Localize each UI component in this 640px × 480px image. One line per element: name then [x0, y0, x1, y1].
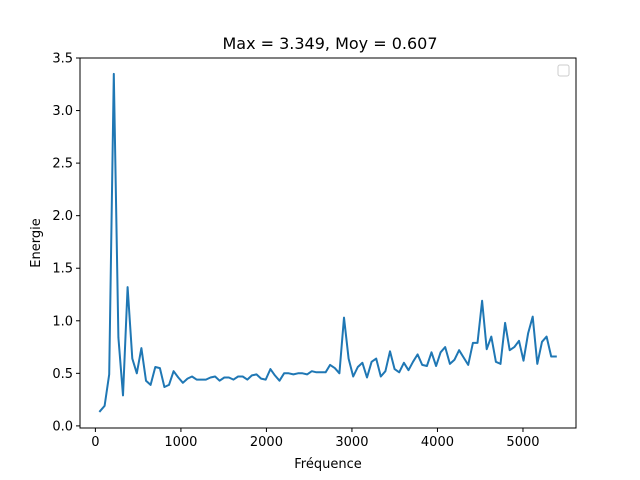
- axis-ticks: 0 1000 2000 3000 4000 5000 0.0 0.5 1.0 1.5 2.0 2.5 3…: [52, 52, 539, 451]
- series-line: [98, 72, 557, 413]
- y-tick-label: 3.5: [52, 52, 73, 67]
- y-tick-label: 1.0: [52, 314, 73, 329]
- x-axis-label: Fréquence: [294, 457, 361, 472]
- y-tick-label: 2.5: [52, 157, 73, 172]
- y-tick-label: 1.5: [52, 262, 73, 277]
- y-tick-label: 0.5: [52, 367, 73, 382]
- y-tick-label: 3.0: [52, 104, 73, 119]
- plot-area: [98, 72, 557, 413]
- y-axis-label: Energie: [29, 218, 44, 267]
- chart-title: Max = 3.349, Moy = 0.607: [222, 34, 437, 53]
- y-tick-label: 2.0: [52, 209, 73, 224]
- x-tick-label: 4000: [421, 435, 454, 450]
- x-tick-label: 2000: [250, 435, 283, 450]
- legend-box: [557, 64, 570, 77]
- y-tick-label: 0.0: [52, 419, 73, 434]
- axes-frame: [79, 57, 577, 429]
- x-tick-label: 1000: [164, 435, 197, 450]
- x-tick-label: 0: [91, 435, 99, 450]
- x-tick-label: 3000: [335, 435, 368, 450]
- x-tick-label: 5000: [506, 435, 539, 450]
